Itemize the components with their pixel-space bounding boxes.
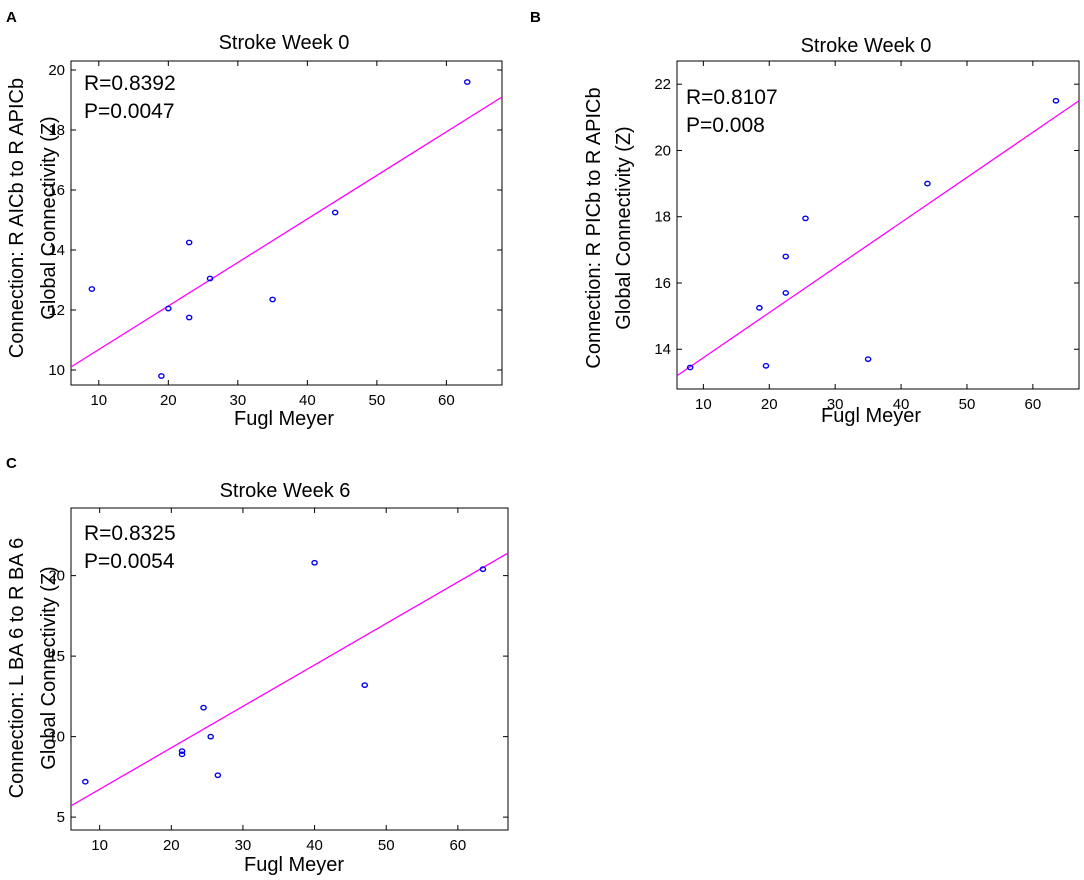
y-axis-label-b-line1: Connection: R PICb to R APICb [583, 87, 605, 368]
x-tick-label: 50 [378, 837, 395, 854]
y-axis-label-c-line1: Connection: L BA 6 to R BA 6 [6, 538, 28, 799]
data-point [924, 180, 931, 187]
data-point [782, 253, 790, 260]
chart-title-b: Stroke Week 0 [801, 35, 932, 57]
x-tick-label: 20 [761, 396, 778, 413]
x-tick-label: 30 [229, 392, 246, 409]
data-point [864, 356, 872, 363]
y-tick-label: 10 [48, 362, 65, 379]
y-axis-label-a-line1: Connection: R AICb to R APICb [6, 78, 28, 358]
panel-label-c: C [6, 455, 17, 472]
data-point [165, 305, 172, 312]
panel-a: A Stroke Week 0 Fugl Meyer Connection: R… [6, 9, 503, 430]
y-tick-label: 5 [57, 809, 65, 826]
x-tick-label: 30 [827, 396, 844, 413]
p-value-c: P=0.0054 [84, 550, 175, 573]
y-tick-label: 14 [654, 341, 671, 358]
r-value-c: R=0.8325 [84, 522, 176, 545]
x-tick-label: 10 [695, 396, 712, 413]
data-point [361, 682, 369, 688]
data-point [206, 275, 214, 282]
x-tick-label: 20 [160, 392, 177, 409]
data-point [1052, 97, 1060, 104]
y-tick-label: 12 [48, 302, 65, 319]
p-value-b: P=0.008 [686, 114, 765, 137]
p-value-a: P=0.0047 [84, 100, 175, 123]
x-tick-label: 60 [438, 392, 455, 409]
x-tick-label: 50 [369, 392, 386, 409]
data-point [214, 772, 222, 779]
x-tick-label: 60 [450, 837, 467, 854]
plot-area-b: 10 20 30 40 50 60 14 16 18 20 22 [654, 60, 1080, 413]
panel-c: C Stroke Week 6 Fugl Meyer Connection: L… [6, 455, 509, 876]
panel-label-a: A [6, 9, 17, 26]
x-tick-label: 40 [306, 837, 323, 854]
y-tick-label: 20 [48, 568, 65, 585]
data-point [178, 748, 186, 755]
y-axis-label-b-line2: Global Connectivity (Z) [613, 126, 635, 329]
data-point [311, 559, 318, 566]
data-point [88, 286, 96, 292]
x-tick-label: 40 [893, 396, 910, 413]
r-value-b: R=0.8107 [686, 86, 778, 109]
y-tick-label: 20 [48, 62, 65, 79]
x-axis-label-c: Fugl Meyer [244, 854, 344, 876]
chart-title-c: Stroke Week 6 [220, 480, 351, 502]
regression-line [71, 96, 502, 368]
data-point [185, 314, 193, 321]
y-tick-label: 18 [654, 209, 671, 226]
data-point [269, 296, 276, 303]
y-tick-label: 14 [48, 242, 65, 259]
panel-label-b: B [530, 9, 541, 26]
data-point [158, 373, 165, 379]
r-value-a: R=0.8392 [84, 72, 176, 95]
data-point [686, 364, 694, 371]
y-tick-label: 15 [48, 648, 65, 665]
axes-frame [70, 507, 509, 831]
data-point [463, 79, 471, 85]
data-point [782, 290, 790, 296]
y-tick-label: 22 [654, 76, 671, 93]
data-point [331, 209, 339, 216]
x-axis-label-a: Fugl Meyer [234, 408, 334, 430]
chart-title-a: Stroke Week 0 [219, 32, 350, 54]
y-tick-label: 10 [48, 729, 65, 746]
axes-frame [676, 60, 1080, 390]
data-point [762, 362, 770, 369]
x-tick-label: 60 [1025, 396, 1042, 413]
x-axis-label-b: Fugl Meyer [821, 405, 921, 427]
y-tick-label: 18 [48, 122, 65, 139]
x-tick-label: 10 [90, 392, 107, 409]
y-tick-label: 16 [654, 275, 671, 292]
data-point [185, 239, 193, 246]
plot-area-a: 10 20 30 40 50 60 10 12 14 16 18 20 [48, 60, 503, 409]
data-point [756, 304, 763, 311]
panel-b: B Stroke Week 0 Fugl Meyer Connection: R… [530, 9, 1080, 427]
axes-frame [70, 60, 503, 386]
data-point [802, 215, 809, 222]
x-tick-label: 20 [163, 837, 180, 854]
y-axis-label-c-line2: Global Connectivity (Z) [38, 566, 60, 769]
x-tick-label: 50 [959, 396, 976, 413]
x-tick-label: 10 [91, 837, 108, 854]
x-tick-label: 40 [299, 392, 316, 409]
y-tick-label: 16 [48, 182, 65, 199]
plot-area-c: 10 20 30 40 50 60 5 10 15 20 [48, 507, 509, 854]
data-point [207, 733, 214, 740]
data-point [178, 751, 186, 758]
data-point [479, 566, 487, 573]
x-tick-label: 30 [235, 837, 252, 854]
data-point [200, 704, 207, 711]
y-axis-label-a-line2: Global Connectivity (Z) [38, 116, 60, 319]
y-tick-label: 20 [654, 142, 671, 159]
data-point [82, 778, 89, 785]
regression-line [677, 100, 1079, 377]
regression-line [71, 552, 508, 807]
